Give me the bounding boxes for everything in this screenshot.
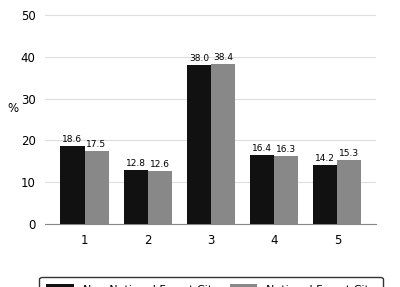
Text: 16.3: 16.3 — [276, 145, 296, 154]
Bar — [148, 171, 172, 224]
Bar — [274, 156, 298, 224]
Text: 15.3: 15.3 — [339, 149, 360, 158]
Bar — [187, 65, 211, 224]
Text: 17.5: 17.5 — [86, 140, 106, 149]
Text: 14.2: 14.2 — [316, 154, 335, 162]
Bar — [60, 146, 84, 224]
Legend: Non-National Forest City, National Forest City: Non-National Forest City, National Fores… — [39, 277, 382, 287]
Text: 16.4: 16.4 — [252, 144, 272, 153]
Bar — [124, 170, 148, 224]
Bar — [84, 151, 108, 224]
Bar — [211, 64, 235, 224]
Bar — [337, 160, 361, 224]
Text: 38.4: 38.4 — [213, 53, 233, 62]
Text: 12.6: 12.6 — [150, 160, 170, 169]
Text: 18.6: 18.6 — [62, 135, 82, 144]
Bar — [313, 165, 337, 224]
Bar — [250, 156, 274, 224]
Text: 12.8: 12.8 — [126, 159, 146, 168]
Text: 38.0: 38.0 — [189, 54, 209, 63]
Y-axis label: %: % — [7, 102, 18, 115]
